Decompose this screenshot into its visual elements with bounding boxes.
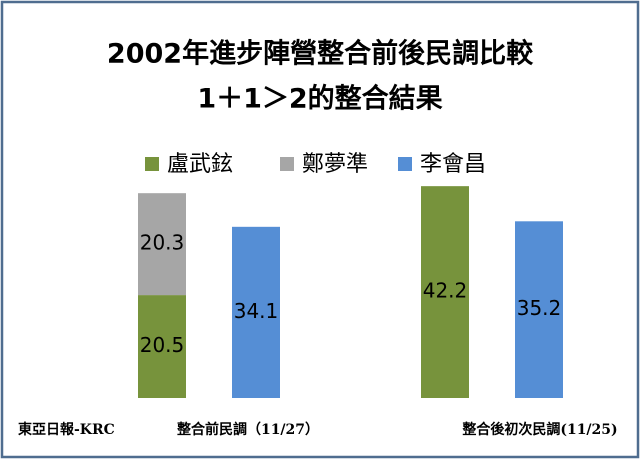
- x-tick-label: 整合後初次民調(11/25): [461, 421, 617, 438]
- bar: [232, 226, 280, 398]
- legend-label: 李會昌: [420, 152, 486, 177]
- data-label: 20.3: [140, 231, 185, 255]
- data-label: 20.5: [140, 333, 185, 357]
- chart-title: 2002年進步陣營整合前後民調比較: [107, 38, 534, 70]
- legend-swatch: [398, 157, 412, 171]
- bar: [421, 186, 469, 398]
- chart-subtitle: 1＋1＞2的整合結果: [197, 83, 442, 115]
- data-label: 35.2: [517, 296, 562, 320]
- bar: [138, 295, 186, 398]
- legend-swatch: [145, 157, 159, 171]
- source-note: 東亞日報-KRC: [18, 421, 115, 438]
- legend-label: 鄭夢準: [302, 152, 368, 177]
- x-tick-label: 整合前民調（11/27）: [176, 421, 319, 438]
- bar: [138, 193, 186, 296]
- data-label: 34.1: [234, 299, 279, 323]
- bar: [515, 221, 563, 398]
- data-label: 42.2: [423, 279, 468, 303]
- legend-label: 盧武鉉: [167, 152, 233, 177]
- legend-swatch: [280, 157, 294, 171]
